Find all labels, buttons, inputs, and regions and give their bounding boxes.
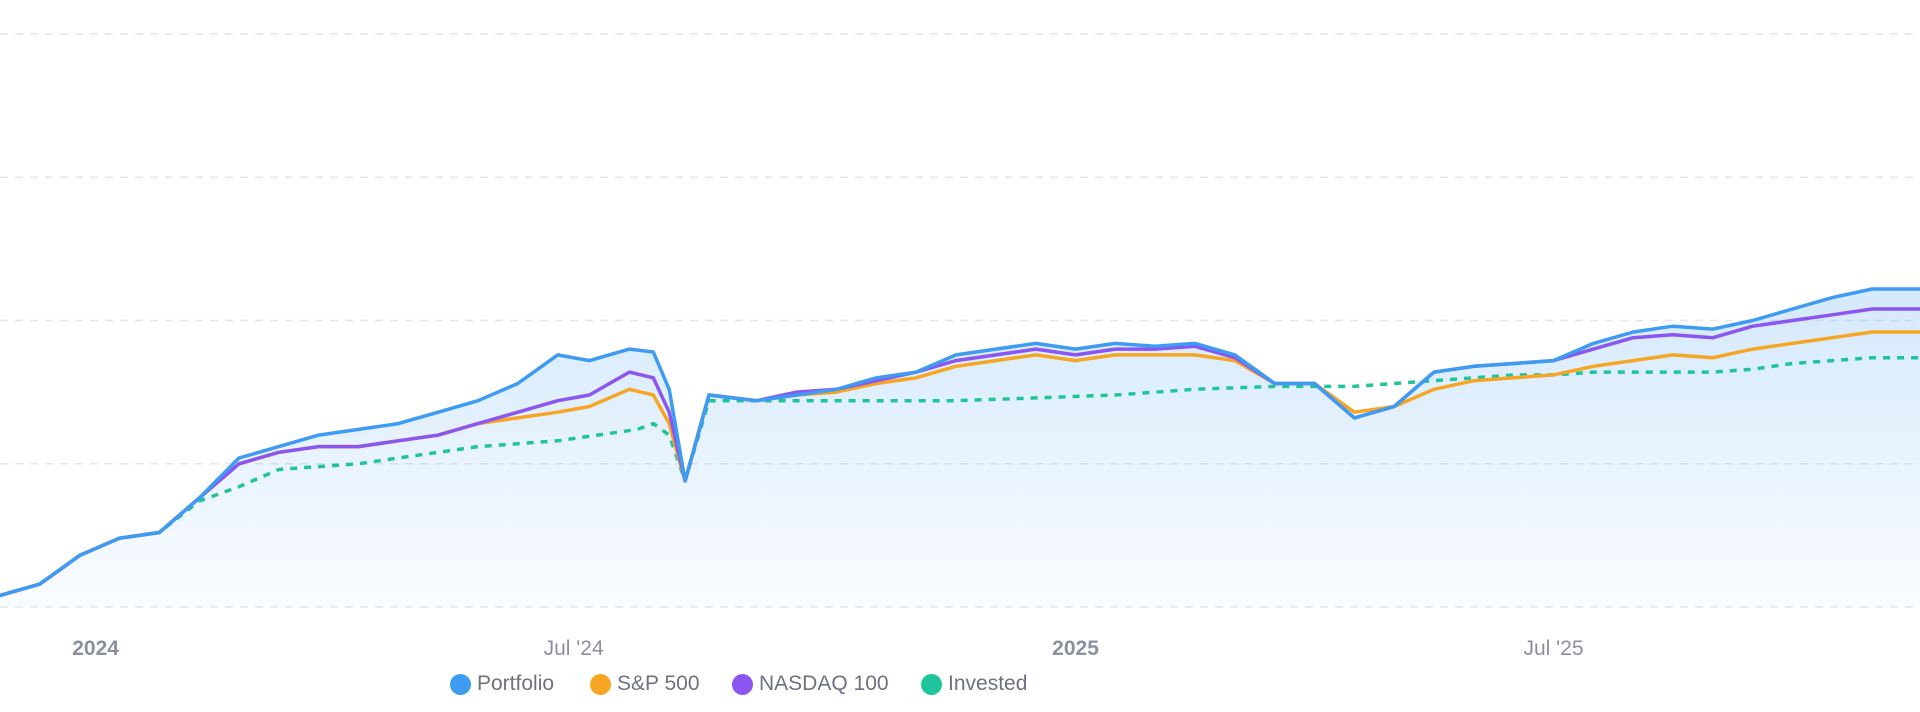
series-lines [0,287,1920,598]
legend-label-sp500: S&P 500 [617,672,700,695]
series-line-portfolio[interactable] [0,287,1920,598]
series-area-portfolio [0,289,1920,607]
series-line-invested[interactable] [0,355,1920,598]
legend-swatch-nasdaq100 [732,673,753,695]
legend-item-portfolio[interactable]: Portfolio [450,668,554,700]
x-tick-label: Jul '25 [1524,637,1584,660]
legend-item-invested[interactable]: Invested [921,668,1027,700]
x-axis-ticks: 2024 Jul '24 2025 Jul '25 [72,637,1583,660]
area-fill-layer [0,289,1920,607]
x-tick-label: Jul '24 [544,637,604,660]
legend-label-portfolio: Portfolio [477,672,555,695]
legend-swatch-invested [921,673,942,695]
legend: Portfolio S&P 500 NASDAQ 100 Invested [0,668,1920,700]
legend-swatch-portfolio [450,673,471,695]
legend-item-sp500[interactable]: S&P 500 [590,668,700,700]
legend-item-nasdaq100[interactable]: NASDAQ 100 [732,668,889,700]
legend-swatch-sp500 [590,673,611,695]
x-tick-label: 2025 [1052,637,1099,660]
legend-label-invested: Invested [948,672,1028,695]
x-tick-label: 2024 [72,637,119,660]
legend-label-nasdaq100: NASDAQ 100 [759,672,889,695]
